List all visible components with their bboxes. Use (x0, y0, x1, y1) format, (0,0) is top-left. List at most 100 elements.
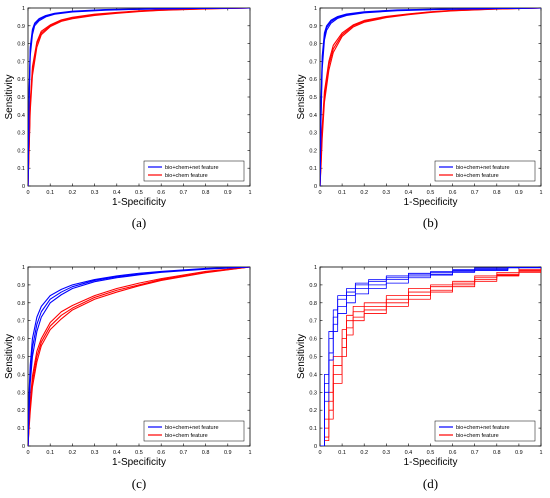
x-tick-label: 0.4 (405, 190, 413, 196)
roc-panel-3: 0 0.1 0.2 0.3 0.4 0.5 0.6 0.7 0.8 0.9 1 0 0.1 0.2 0.3 0… (4, 265, 252, 491)
y-tick-label: 0.6 (309, 77, 317, 83)
x-tick-label: 0.8 (493, 190, 501, 196)
plot-area (319, 7, 542, 187)
x-tick-label: 0.4 (405, 450, 413, 456)
y-tick-label: 0.1 (309, 426, 317, 432)
x-tick-label: 0 (26, 450, 29, 456)
x-tick-label: 0.9 (515, 450, 523, 456)
y-tick-label: 0.4 (309, 372, 317, 378)
y-tick-label: 0.8 (309, 42, 317, 48)
y-tick-label: 0.5 (17, 95, 25, 101)
curve-group (320, 8, 541, 186)
y-tick-label: 0.6 (17, 337, 25, 343)
y-tick-label: 1 (22, 265, 25, 271)
legend-label: bio+chem+net feature (165, 425, 219, 431)
y-tick-label: 0.9 (309, 283, 317, 289)
panel-caption: (d) (423, 476, 438, 491)
x-tick-label: 0.5 (427, 190, 435, 196)
legend: bio+chem+net feature bio+chem feature (434, 160, 536, 182)
curve-group (320, 267, 541, 446)
x-tick-label: 1 (539, 190, 542, 196)
legend-box (143, 420, 245, 442)
plot-area (27, 266, 251, 447)
x-tick-label: 0.4 (113, 190, 121, 196)
y-tick-label: 1 (314, 265, 317, 271)
x-tick-label: 0.6 (449, 450, 457, 456)
y-tick-label: 0.1 (309, 166, 317, 172)
y-tick-label: 0.9 (17, 283, 25, 289)
roc-curve-red-3 (28, 8, 250, 186)
y-tick-label: 0 (314, 184, 317, 190)
x-axis-label: 1-Specificity (112, 197, 166, 208)
x-tick-label: 0.7 (180, 190, 188, 196)
roc-panel-4: 0 0.1 0.2 0.3 0.4 0.5 0.6 0.7 0.8 0.9 1 0 0.1 0.2 0.3 0… (296, 265, 543, 491)
x-axis-label: 1-Specificity (404, 457, 458, 468)
y-tick-label: 0.4 (17, 113, 25, 119)
x-tick-label: 0.2 (360, 450, 368, 456)
y-axis-label: Sensitivity (4, 74, 15, 119)
y-tick-label: 0.3 (17, 390, 25, 396)
x-tick-label: 0 (26, 190, 29, 196)
x-axis-label: 1-Specificity (404, 197, 458, 208)
curve-group (28, 8, 250, 186)
x-tick-label: 0.1 (338, 190, 346, 196)
roc-curve-blue-3 (28, 267, 250, 446)
roc-curve-red-2 (320, 8, 541, 186)
y-tick-label: 0 (314, 444, 317, 450)
roc-curve-blue-4 (320, 267, 541, 446)
x-tick-label: 0.7 (471, 190, 479, 196)
x-tick-label: 0.5 (135, 450, 143, 456)
y-tick-label: 0.7 (309, 59, 317, 65)
x-tick-label: 0.2 (69, 190, 77, 196)
x-axis-label: 1-Specificity (112, 457, 166, 468)
legend-box (143, 160, 245, 182)
y-tick-label: 0.7 (17, 59, 25, 65)
plot-area (27, 7, 251, 187)
legend-label: bio+chem feature (165, 433, 208, 439)
x-tick-label: 1 (248, 450, 251, 456)
roc-panel-1: 0 0.1 0.2 0.3 0.4 0.5 0.6 0.7 0.8 0.9 1 0 0.1 0.2 0.3 0… (4, 6, 252, 230)
x-tick-label: 0.1 (46, 450, 54, 456)
x-tick-label: 0.2 (360, 190, 368, 196)
x-tick-label: 0.9 (515, 190, 523, 196)
x-tick-label: 0.5 (427, 450, 435, 456)
y-tick-label: 0.4 (309, 113, 317, 119)
roc-curve-blue-3 (320, 8, 541, 186)
legend-box (434, 420, 536, 442)
x-tick-label: 0.7 (180, 450, 188, 456)
x-tick-label: 0.3 (382, 190, 390, 196)
y-tick-label: 0.9 (309, 24, 317, 30)
roc-panel-2: 0 0.1 0.2 0.3 0.4 0.5 0.6 0.7 0.8 0.9 1 0 0.1 0.2 0.3 0… (296, 6, 543, 230)
curve-group (28, 267, 250, 446)
y-tick-label: 0.7 (309, 319, 317, 325)
y-axis-label: Sensitivity (296, 334, 307, 379)
legend: bio+chem+net feature bio+chem feature (143, 160, 245, 182)
y-tick-label: 0.2 (309, 148, 317, 154)
x-tick-label: 0.6 (449, 190, 457, 196)
x-tick-label: 0.5 (135, 190, 143, 196)
y-tick-label: 0.1 (17, 166, 25, 172)
y-tick-label: 0.8 (309, 301, 317, 307)
panel-caption: (b) (423, 215, 438, 230)
legend-box (434, 160, 536, 182)
y-tick-label: 0.8 (17, 42, 25, 48)
x-tick-label: 0 (318, 190, 321, 196)
y-tick-label: 0.3 (17, 131, 25, 137)
legend-label: bio+chem feature (456, 433, 499, 439)
roc-curve-red-2 (28, 8, 250, 186)
legend-label: bio+chem feature (456, 173, 499, 179)
roc-curve-red-4 (320, 267, 541, 446)
y-tick-label: 0.5 (309, 355, 317, 361)
x-tick-label: 0.3 (91, 450, 99, 456)
panel-caption: (a) (132, 215, 146, 230)
x-tick-label: 0.8 (202, 190, 210, 196)
x-tick-label: 0.8 (493, 450, 501, 456)
x-tick-label: 0.6 (157, 450, 165, 456)
legend-label: bio+chem+net feature (165, 165, 219, 171)
x-tick-label: 0 (318, 450, 321, 456)
roc-curve-blue-2 (28, 267, 250, 446)
x-tick-label: 0.6 (157, 190, 165, 196)
y-tick-label: 0 (22, 184, 25, 190)
legend-label: bio+chem+net feature (456, 425, 510, 431)
x-tick-label: 0.1 (338, 450, 346, 456)
